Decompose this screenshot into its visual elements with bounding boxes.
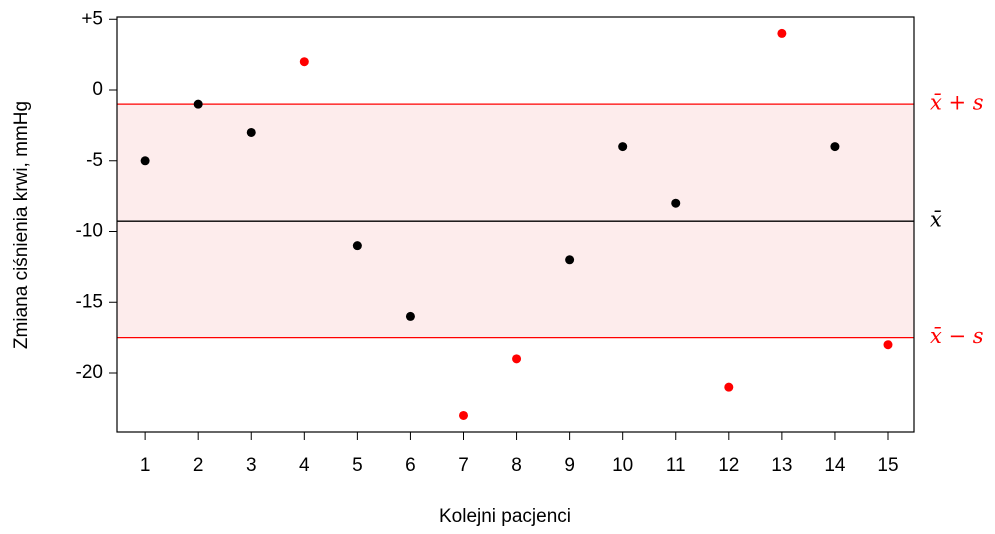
x-tick-label: 3 (246, 455, 257, 476)
reference-label: x̄ − s (930, 324, 984, 348)
x-tick-label: 13 (771, 455, 792, 476)
point (299, 57, 309, 67)
x-tick-label: 15 (877, 455, 898, 476)
x-tick-label: 1 (140, 455, 151, 476)
point (512, 354, 522, 364)
point (830, 142, 840, 152)
point (405, 311, 415, 321)
x-tick-label: 14 (824, 455, 846, 476)
point (618, 142, 628, 152)
x-axis-title: Kolejni pacjenci (439, 506, 571, 527)
point (246, 127, 256, 137)
x-tick-label: 6 (405, 455, 416, 476)
x-tick-label: 7 (458, 455, 469, 476)
x-tick-label: 2 (193, 455, 204, 476)
x-tick-label: 11 (666, 455, 686, 476)
x-tick-label: 4 (299, 455, 310, 476)
point (140, 156, 150, 166)
point (724, 382, 734, 392)
y-tick-label: +5 (81, 8, 103, 29)
point (777, 28, 787, 38)
point (671, 198, 681, 208)
x-tick-label: 8 (511, 455, 522, 476)
point (193, 99, 203, 109)
point (352, 241, 362, 251)
y-tick-label: -10 (76, 221, 103, 242)
point (883, 340, 893, 350)
x-tick-label: 10 (612, 455, 633, 476)
point (565, 255, 575, 265)
y-tick-label: 0 (92, 79, 103, 100)
point (458, 410, 468, 420)
reference-label: x̄ + s (930, 91, 984, 115)
reference-label: x̄ (930, 208, 942, 232)
x-tick-label: 9 (564, 455, 575, 476)
y-tick-label: -20 (76, 362, 103, 383)
y-tick-label: -15 (76, 291, 103, 312)
x-tick-label: 12 (718, 455, 739, 476)
y-tick-label: -5 (86, 150, 103, 171)
y-axis-title: Zmiana ciśnienia krwi, mmHg (11, 101, 32, 349)
x-tick-label: 5 (352, 455, 363, 476)
